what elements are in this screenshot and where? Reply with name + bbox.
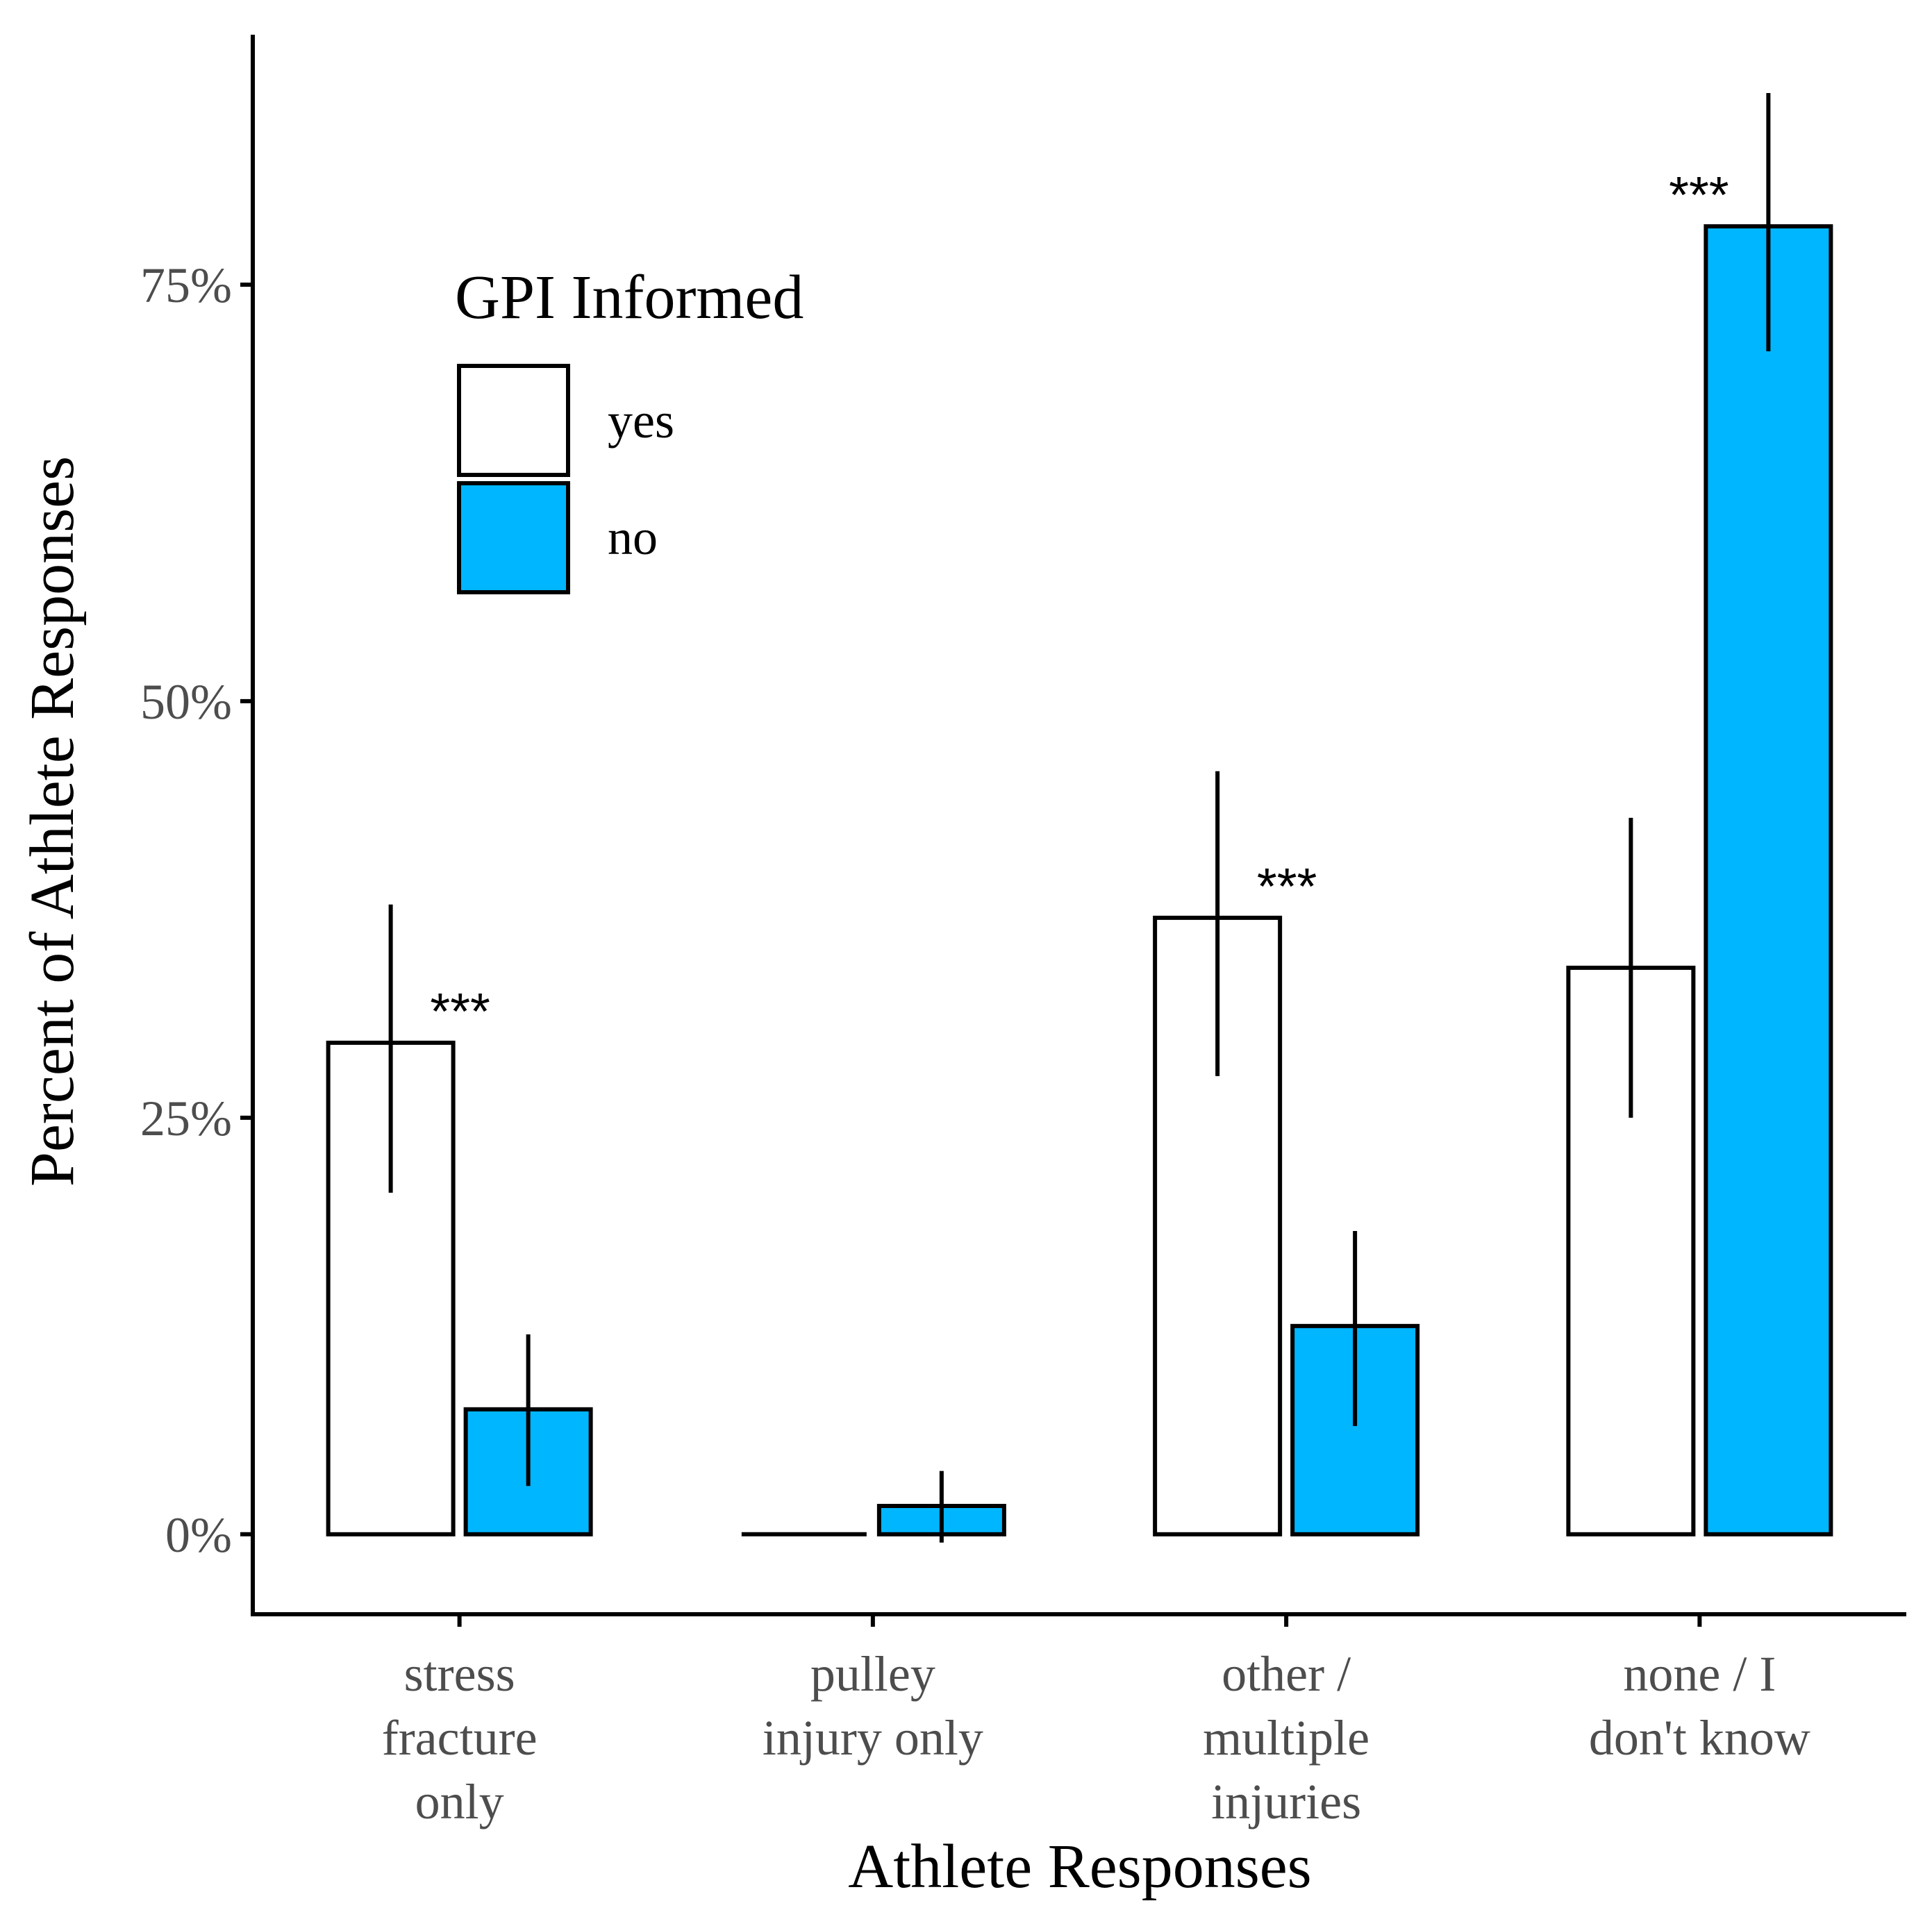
y-tick-label: 50% [140,674,232,730]
legend-label-no: no [608,510,658,565]
x-tick-label: pulley injury only [763,1646,983,1766]
significance-label: *** [1669,166,1729,224]
significance-label: *** [1257,857,1317,915]
x-axis-title: Athlete Responses [848,1832,1311,1901]
legend: GPI Informed yes no [455,263,803,594]
error-bars [388,92,1771,1543]
legend-key-no [457,481,570,594]
y-axis-ticks: 0% 25% 50% 75% [140,258,253,1563]
legend-title: GPI Informed [455,263,803,332]
y-tick-label: 0% [165,1507,232,1563]
bar-no [1290,1323,1420,1536]
y-tick-label: 25% [140,1091,232,1146]
significance-label: *** [430,982,490,1040]
y-tick-label: 75% [140,258,232,313]
bar-yes [326,1040,456,1536]
y-axis-title: Percent of Athlete Responses [18,456,87,1187]
bars [326,224,1833,1536]
significance-markers: *** *** *** [430,166,1729,1040]
legend-key-yes [457,364,570,477]
x-tick-label: stress fracture only [382,1646,538,1829]
x-axis-ticks: stress fracture only pulley injury only other… [382,1614,1810,1829]
bar-no [1704,224,1833,1536]
x-tick-label: other / multiple injuries [1203,1646,1369,1829]
legend-label-yes: yes [608,393,674,449]
